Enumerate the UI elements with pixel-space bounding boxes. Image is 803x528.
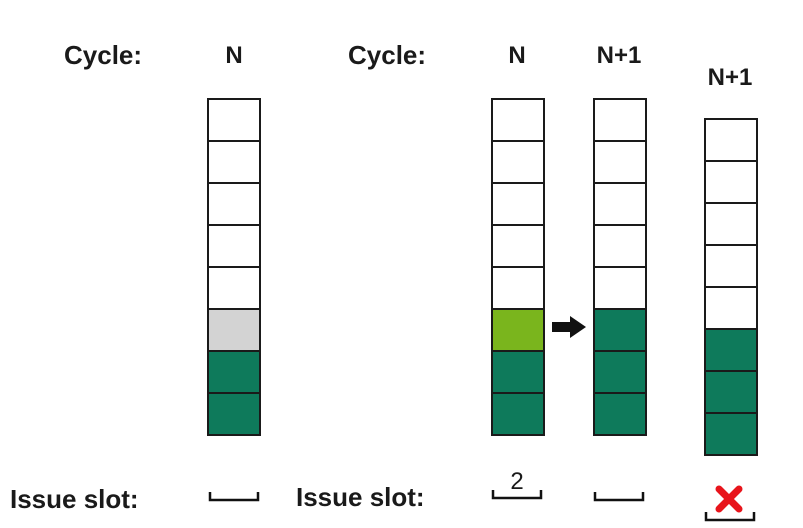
column-title-next: N+1 [596,42,642,69]
cycle-label-left: Cycle: [64,40,143,70]
register-column-far [704,118,758,456]
column-title-mid: N [508,42,526,69]
issue-slot-bracket-far [704,512,756,522]
register-cell-empty [493,184,543,226]
register-column-mid [491,98,545,436]
register-cell-empty [209,100,259,142]
register-cell-empty [209,226,259,268]
register-cell-empty [706,246,756,288]
issue-slot-bracket-left [208,492,260,502]
register-column-left [207,98,261,436]
register-cell-dark [706,414,756,454]
issue-slot-bracket-mid [491,490,543,500]
issue-slot-label-left: Issue slot: [10,484,139,514]
issue-slot-label-right: Issue slot: [296,482,425,512]
register-cell-empty [595,268,645,310]
register-cell-empty [493,226,543,268]
right-arrow-icon [552,316,586,338]
register-cell-dark [706,330,756,372]
register-cell-gray [209,310,259,352]
register-cell-dark [493,352,543,394]
register-cell-empty [209,142,259,184]
x-icon [715,485,743,513]
register-cell-empty [706,162,756,204]
issue-slot-bracket-next [593,492,645,502]
register-cell-empty [706,288,756,330]
register-cell-lime [493,310,543,352]
register-cell-empty [595,142,645,184]
register-cell-dark [595,394,645,434]
column-title-far: N+1 [707,64,753,91]
register-cell-empty [595,184,645,226]
register-cell-empty [493,100,543,142]
register-cell-empty [595,100,645,142]
register-cell-dark [209,352,259,394]
register-cell-empty [706,204,756,246]
register-cell-dark [595,310,645,352]
register-cell-empty [209,268,259,310]
register-cell-dark [209,394,259,434]
column-title-left: N [225,42,243,69]
issue-slot-value: 2 [510,468,524,495]
register-column-next [593,98,647,436]
register-cell-dark [493,394,543,434]
cycle-label-right: Cycle: [348,40,427,70]
register-cell-empty [493,268,543,310]
register-cell-empty [595,226,645,268]
register-cell-dark [706,372,756,414]
register-cell-empty [493,142,543,184]
register-cell-empty [209,184,259,226]
register-cell-empty [706,120,756,162]
register-cell-dark [595,352,645,394]
